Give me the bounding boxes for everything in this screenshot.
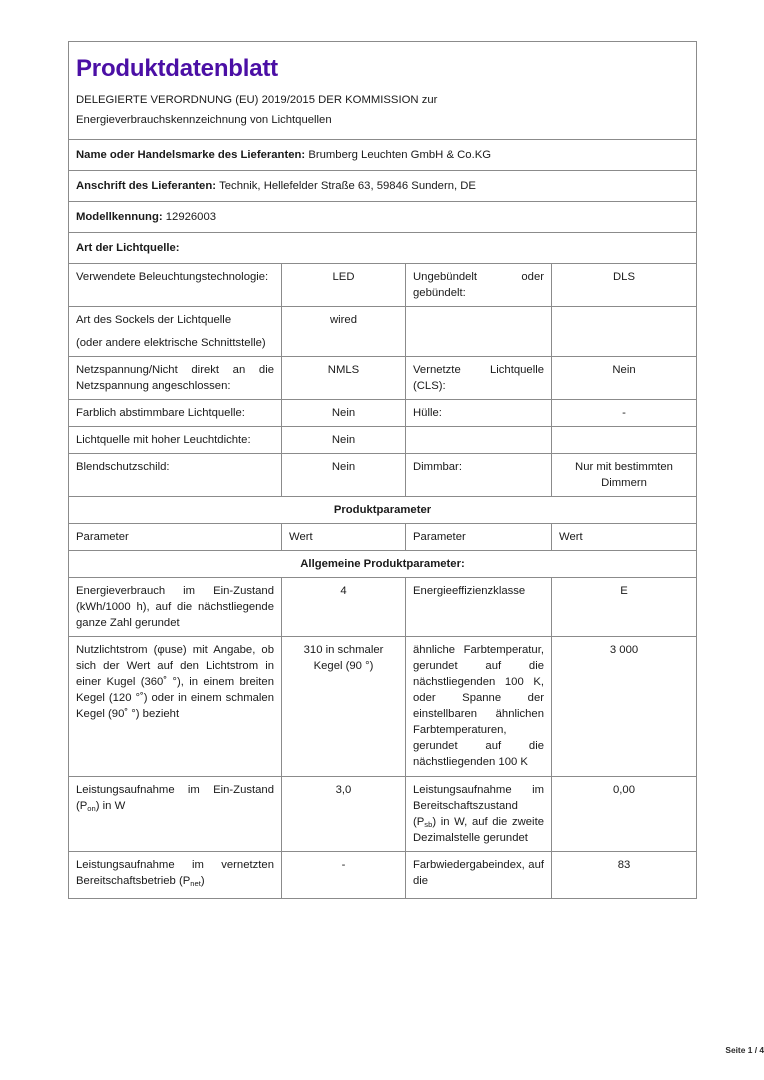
param-cell: Leistungsaufnahme im Ein-Zustand (Pon) i… xyxy=(68,775,282,852)
header-row: Produktdatenblatt DELEGIERTE VERORDNUNG … xyxy=(67,41,698,140)
value-cell: - xyxy=(281,850,406,899)
column-header-value-2: Wert xyxy=(550,523,698,552)
value-cell: - xyxy=(550,398,698,427)
param-cell: Energieverbrauch im Ein-Zustand (kWh/100… xyxy=(68,577,282,638)
datasheet-sheet: Produktdatenblatt DELEGIERTE VERORDNUNG … xyxy=(67,41,764,1055)
supplier-address-label: Anschrift des Lieferanten: xyxy=(76,179,216,192)
table-row: Netzspannung/Nicht direkt an die Netzspa… xyxy=(68,355,698,400)
value-cell: Nein xyxy=(281,452,406,498)
table-row: Energieverbrauch im Ein-Zustand (kWh/100… xyxy=(68,577,698,638)
page-title: Produktdatenblatt xyxy=(76,55,278,82)
value-cell: DLS xyxy=(550,262,698,307)
regulation-line-2: Energieverbrauchskennzeichnung von Licht… xyxy=(76,113,332,126)
param-cell: Leistungsaufnahme im vernetzten Bereitsc… xyxy=(68,850,282,899)
param-text-post: ) xyxy=(200,874,205,887)
param-cell: Dimmbar: xyxy=(405,452,552,498)
param-cell: Leistungsaufnahme im Bereitschaftszustan… xyxy=(405,775,552,852)
param-cell: Energieeffizienzklasse xyxy=(405,577,552,638)
supplier-address-value: Technik, Hellefelder Straße 63, 59846 Su… xyxy=(219,179,476,192)
model-row: Modellkennung: 12926003 xyxy=(67,200,698,233)
param-cell: Verwendete Beleuchtungstechnologie: xyxy=(68,262,282,307)
value-cell: Nein xyxy=(281,425,406,455)
value-cell: NMLS xyxy=(281,355,406,400)
param-cell: Nutzlichtstrom (φuse) mit Angabe, ob sic… xyxy=(68,636,282,777)
column-header-parameter-2: Parameter xyxy=(405,523,552,552)
supplier-name-row: Name oder Handelsmarke des Lieferanten: … xyxy=(67,138,698,171)
param-subscript: net xyxy=(190,879,201,889)
value-cell: 3,0 xyxy=(281,775,406,852)
value-cell: 310 in schmaler Kegel (90 °) xyxy=(281,636,406,777)
value-cell: 4 xyxy=(281,577,406,638)
model-cell: Modellkennung: 12926003 xyxy=(67,200,698,233)
param-text-pre: Farbwiedergabeindex, auf die xyxy=(413,858,544,887)
value-cell: E xyxy=(550,577,698,638)
param-cell xyxy=(405,305,552,357)
param-subscript: on xyxy=(87,804,96,814)
param-cell: Vernetzte Lichtquelle (CLS): xyxy=(405,355,552,400)
column-header-parameter-1: Parameter xyxy=(68,523,282,552)
table-row: Leistungsaufnahme im vernetzten Bereitsc… xyxy=(68,850,698,899)
header-cell: Produktdatenblatt DELEGIERTE VERORDNUNG … xyxy=(67,41,698,140)
light-source-heading-row: Art der Lichtquelle: xyxy=(67,231,698,264)
general-parameters-band: Allgemeine Produktparameter: xyxy=(67,550,698,579)
model-label: Modellkennung: xyxy=(76,210,163,223)
table-row: Farblich abstimmbare Lichtquelle: Nein H… xyxy=(68,398,698,427)
supplier-address-cell: Anschrift des Lieferanten: Technik, Hell… xyxy=(67,169,698,202)
param-cell: Netzspannung/Nicht direkt an die Netzspa… xyxy=(68,355,282,400)
value-cell: 0,00 xyxy=(550,775,698,852)
supplier-name-value: Brumberg Leuchten GmbH & Co.KG xyxy=(308,148,492,161)
param-cell: Ungebündelt oder gebündelt: xyxy=(405,262,552,307)
datasheet-table: Produktdatenblatt DELEGIERTE VERORDNUNG … xyxy=(67,41,698,899)
light-source-heading: Art der Lichtquelle: xyxy=(76,241,180,254)
table-row: Lichtquelle mit hoher Leuchtdichte: Nein xyxy=(68,425,698,455)
param-text-post: ) in W xyxy=(95,799,126,812)
page-footer: Seite 1 / 4 xyxy=(725,1045,764,1055)
light-source-heading-cell: Art der Lichtquelle: xyxy=(67,231,698,264)
param-cell-line-2: (oder andere elektrische Schnittstelle) xyxy=(76,336,266,349)
param-cell-line-1: Art des Sockels der Lichtquelle xyxy=(76,313,232,326)
regulation-line-1: DELEGIERTE VERORDNUNG (EU) 2019/2015 DER… xyxy=(76,94,438,107)
param-subscript: sb xyxy=(424,820,433,830)
param-text-pre: Leistungsaufnahme im vernetzten Bereitsc… xyxy=(76,858,274,887)
table-row: Art des Sockels der Lichtquelle (oder an… xyxy=(68,305,698,357)
table-row: Verwendete Beleuchtungstechnologie: LED … xyxy=(68,262,698,307)
param-cell: Farblich abstimmbare Lichtquelle: xyxy=(68,398,282,427)
param-cell: Blendschutzschild: xyxy=(68,452,282,498)
table-row: Nutzlichtstrom (φuse) mit Angabe, ob sic… xyxy=(68,636,698,777)
value-cell: Nur mit bestimmten Dimmern xyxy=(550,452,698,498)
param-cell: Lichtquelle mit hoher Leuchtdichte: xyxy=(68,425,282,455)
column-header-row: Parameter Wert Parameter Wert xyxy=(68,523,698,552)
param-text-pre: Leistungsaufnahme im Ein-Zustand (P xyxy=(76,783,274,812)
value-cell: Nein xyxy=(550,355,698,400)
value-cell xyxy=(550,425,698,455)
value-cell: 3 000 xyxy=(550,636,698,777)
column-header-value-1: Wert xyxy=(281,523,406,552)
param-text-pre: Leistungsaufnahme im Bereitschaftszustan… xyxy=(413,783,544,828)
param-text-post: ) in W, auf die zweite Dezimalstelle ger… xyxy=(413,815,544,844)
supplier-name-label: Name oder Handelsmarke des Lieferanten: xyxy=(76,148,306,161)
param-cell: ähnliche Farbtemperatur, gerundet auf di… xyxy=(405,636,552,777)
param-cell xyxy=(405,425,552,455)
table-row: Blendschutzschild: Nein Dimmbar: Nur mit… xyxy=(68,452,698,498)
value-cell: 83 xyxy=(550,850,698,899)
product-parameters-band: Produktparameter xyxy=(67,496,698,525)
param-cell: Hülle: xyxy=(405,398,552,427)
product-parameters-band-row: Produktparameter xyxy=(67,496,698,525)
value-cell xyxy=(550,305,698,357)
model-value: 12926003 xyxy=(165,210,217,223)
value-cell: wired xyxy=(281,305,406,357)
supplier-name-cell: Name oder Handelsmarke des Lieferanten: … xyxy=(67,138,698,171)
supplier-address-row: Anschrift des Lieferanten: Technik, Hell… xyxy=(67,169,698,202)
general-parameters-band-row: Allgemeine Produktparameter: xyxy=(67,550,698,579)
table-row: Leistungsaufnahme im Ein-Zustand (Pon) i… xyxy=(68,775,698,852)
param-cell: Art des Sockels der Lichtquelle (oder an… xyxy=(68,305,282,357)
param-cell: Farbwiedergabeindex, auf die xyxy=(405,850,552,899)
value-cell: LED xyxy=(281,262,406,307)
value-cell: Nein xyxy=(281,398,406,427)
